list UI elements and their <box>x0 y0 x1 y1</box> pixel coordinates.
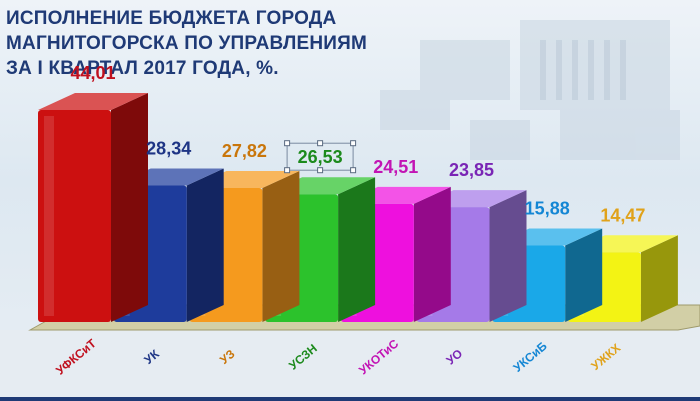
category-label: УСЗН <box>286 341 320 372</box>
chart-title-line-3: ЗА I КВАРТАЛ 2017 ГОДА, %. <box>6 58 279 79</box>
selection-handle <box>317 140 324 147</box>
bar-side-face <box>262 170 300 322</box>
selection-handle <box>350 140 357 147</box>
selection-handle <box>317 167 324 174</box>
value-label: 23,85 <box>449 160 494 180</box>
value-label: 26,53 <box>298 147 343 167</box>
category-label: УФКСиТ <box>53 336 99 378</box>
bar-УФКСиТ <box>38 93 148 322</box>
category-label: УЖКХ <box>588 341 623 373</box>
bar-side-face <box>413 186 451 322</box>
category-label: УКСиБ <box>511 339 550 375</box>
category-label: УО <box>444 346 466 367</box>
bar-front-face <box>38 110 111 322</box>
value-label: 14,47 <box>600 205 645 225</box>
bar-side-face <box>565 228 603 322</box>
chart-title: ИСПОЛНЕНИЕ БЮДЖЕТА ГОРОДА МАГНИТОГОРСКА … <box>6 6 367 81</box>
chart-title-line-2: МАГНИТОГОРСКА ПО УПРАВЛЕНИЯМ <box>6 33 368 54</box>
value-label: 44,01 <box>70 63 115 83</box>
category-label: УКОТиС <box>356 336 401 377</box>
chart-title-line-1: ИСПОЛНЕНИЕ БЮДЖЕТА ГОРОДА <box>6 8 337 29</box>
category-label: УЗ <box>217 347 237 367</box>
category-label: УК <box>141 346 162 367</box>
value-label: 24,51 <box>373 157 418 177</box>
bar-side-face <box>186 168 224 322</box>
value-label: 28,34 <box>146 138 191 158</box>
bottom-rule <box>0 397 700 401</box>
value-label: 27,82 <box>222 141 267 161</box>
value-label: 15,88 <box>525 199 570 219</box>
selection-handle <box>284 167 291 174</box>
bar-side-face <box>111 93 148 322</box>
bar-side-face <box>338 177 376 322</box>
selection-handle <box>350 167 357 174</box>
selection-handle <box>284 140 291 147</box>
bar-side-face <box>489 190 527 322</box>
bar-side-face <box>640 235 678 322</box>
bar-top-face <box>38 93 148 110</box>
bar-highlight <box>44 116 54 316</box>
